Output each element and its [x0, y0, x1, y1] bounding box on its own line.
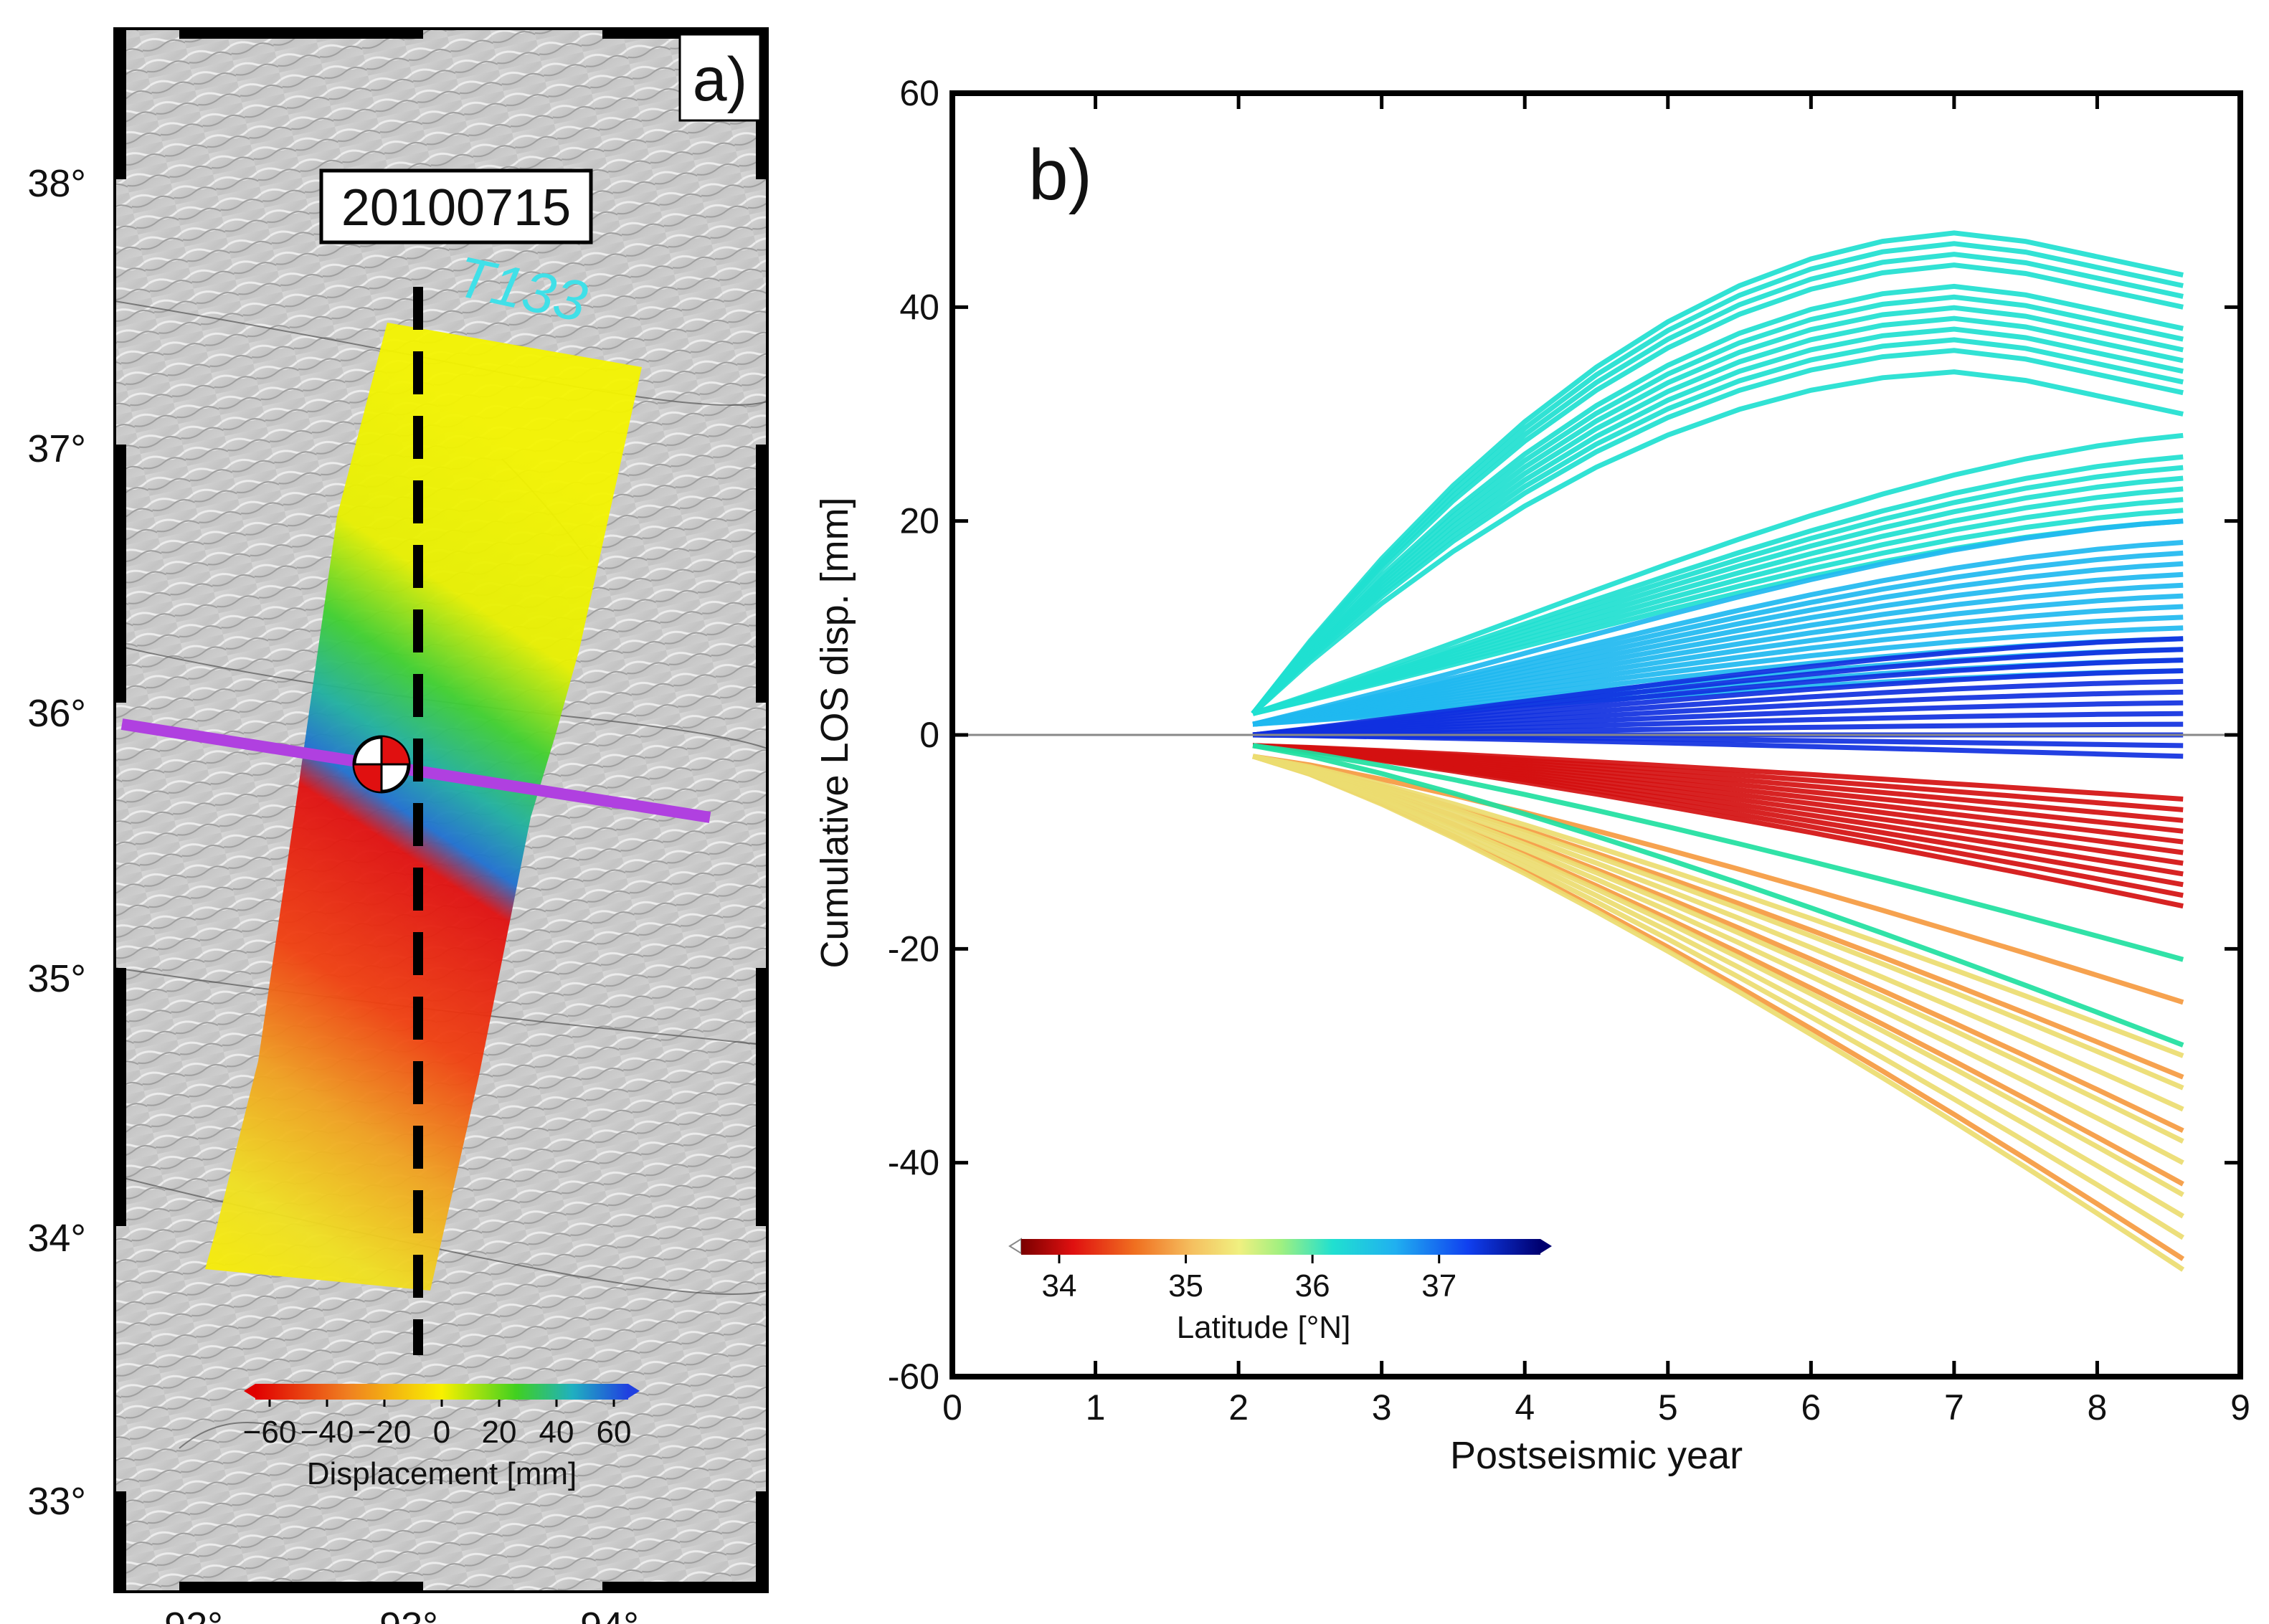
lat-colorbar-tick-label: 34 — [1041, 1268, 1076, 1304]
focal-mechanism-icon — [352, 735, 411, 794]
panel-b-label: b) — [1028, 135, 1092, 215]
lon-tick: 92° — [164, 1605, 223, 1624]
colorbar-tick-label: 60 — [597, 1415, 632, 1450]
x-tick-label: 5 — [1658, 1387, 1678, 1428]
y-axis-label: Cumulative LOS disp. [mm] — [813, 497, 856, 968]
displacement-colorbar: −60 −40 −20 0 20 40 60 Displacement [mm] — [243, 1384, 640, 1491]
series-line — [1251, 230, 2184, 716]
date-label: 20100715 — [341, 179, 571, 237]
panel-a-map: a) 20100715 T133 33° 34° 35° 36° 37° 38°… — [27, 27, 769, 1624]
y-axis-ticks: -60 -40 -20 0 20 40 60 — [888, 73, 2240, 1397]
colorbar-title: Displacement [mm] — [307, 1456, 577, 1491]
series-line — [1252, 754, 2185, 1240]
series-line — [1252, 743, 2184, 1048]
lat-tick-labels: 33° 34° 35° 36° 37° 38° — [27, 162, 86, 1523]
series-line — [1252, 743, 2184, 909]
y-tick-label: 60 — [899, 73, 939, 113]
map-frame-ticks — [115, 29, 767, 1592]
x-axis-label: Postseismic year — [1450, 1434, 1743, 1477]
y-tick-label: -60 — [888, 1357, 939, 1397]
series-line — [1251, 305, 2184, 716]
series-line — [1251, 283, 2184, 716]
series-group — [1252, 743, 2184, 909]
lat-colorbar-tick-label: 35 — [1168, 1268, 1203, 1304]
series-line — [1252, 754, 2184, 1165]
latitude-colorbar: 34 35 36 37 Latitude [°N] — [1008, 1238, 1552, 1345]
x-tick-label: 2 — [1228, 1387, 1249, 1428]
colorbar-tick-label: −20 — [358, 1415, 412, 1450]
lat-tick: 38° — [27, 162, 86, 205]
y-tick-label: -40 — [888, 1143, 939, 1183]
x-tick-label: 7 — [1944, 1387, 1964, 1428]
x-tick-label: 1 — [1086, 1387, 1106, 1428]
x-tick-label: 9 — [2230, 1387, 2250, 1428]
insar-swath — [205, 323, 642, 1291]
series-layer — [1251, 230, 2185, 1272]
colorbar-tick-label: −40 — [300, 1415, 354, 1450]
series-line — [1252, 754, 2185, 1272]
series-line — [1252, 754, 2184, 1005]
series-line — [1251, 252, 2184, 716]
x-tick-label: 6 — [1801, 1387, 1821, 1428]
latitude-colorbar-title: Latitude [°N] — [1177, 1310, 1351, 1345]
series-line — [1251, 294, 2184, 716]
series-line — [1251, 432, 2184, 716]
series-line — [1252, 754, 2184, 1058]
y-tick-label: 0 — [919, 715, 939, 755]
series-line — [1251, 348, 2184, 716]
x-tick-label: 8 — [2088, 1387, 2108, 1428]
y-tick-label: 20 — [899, 501, 939, 541]
x-tick-label: 3 — [1372, 1387, 1392, 1428]
panel-a-label: a) — [693, 45, 747, 114]
lon-tick-labels: 92° 93° 94° — [164, 1605, 639, 1624]
lat-tick: 36° — [27, 692, 86, 735]
series-line — [1252, 743, 2184, 962]
panel-a-label-box — [678, 33, 762, 122]
series-line — [1251, 262, 2184, 716]
series-line — [1251, 337, 2184, 716]
series-line — [1251, 369, 2184, 716]
series-group — [1252, 754, 2185, 1272]
colorbar-tick-label: 20 — [482, 1415, 517, 1450]
colorbar-tick-label: 0 — [433, 1415, 450, 1450]
series-group — [1252, 743, 2184, 1048]
lon-tick: 94° — [580, 1605, 639, 1624]
colorbar-tick-label: 40 — [539, 1415, 574, 1450]
lat-tick: 35° — [27, 957, 86, 1000]
series-line — [1251, 326, 2184, 716]
lat-colorbar-tick-label: 37 — [1421, 1268, 1456, 1304]
series-line — [1252, 518, 2184, 727]
lat-tick: 33° — [27, 1480, 86, 1523]
lon-tick: 93° — [379, 1605, 438, 1624]
series-line — [1251, 315, 2184, 716]
map-frame — [113, 27, 769, 1593]
lat-colorbar-tick-label: 36 — [1295, 1268, 1330, 1304]
y-tick-label: 40 — [899, 287, 939, 327]
series-line — [1253, 732, 2184, 759]
series-group — [1252, 518, 2184, 727]
date-label-box — [319, 168, 593, 244]
series-line — [1251, 241, 2184, 716]
series-line — [1252, 754, 2184, 1112]
lat-tick: 34° — [27, 1217, 86, 1260]
x-tick-label: 0 — [942, 1387, 962, 1428]
lat-tick: 37° — [27, 427, 86, 470]
colorbar-tick-label: −60 — [243, 1415, 297, 1450]
x-tick-label: 4 — [1515, 1387, 1535, 1428]
y-tick-label: -20 — [888, 929, 939, 969]
